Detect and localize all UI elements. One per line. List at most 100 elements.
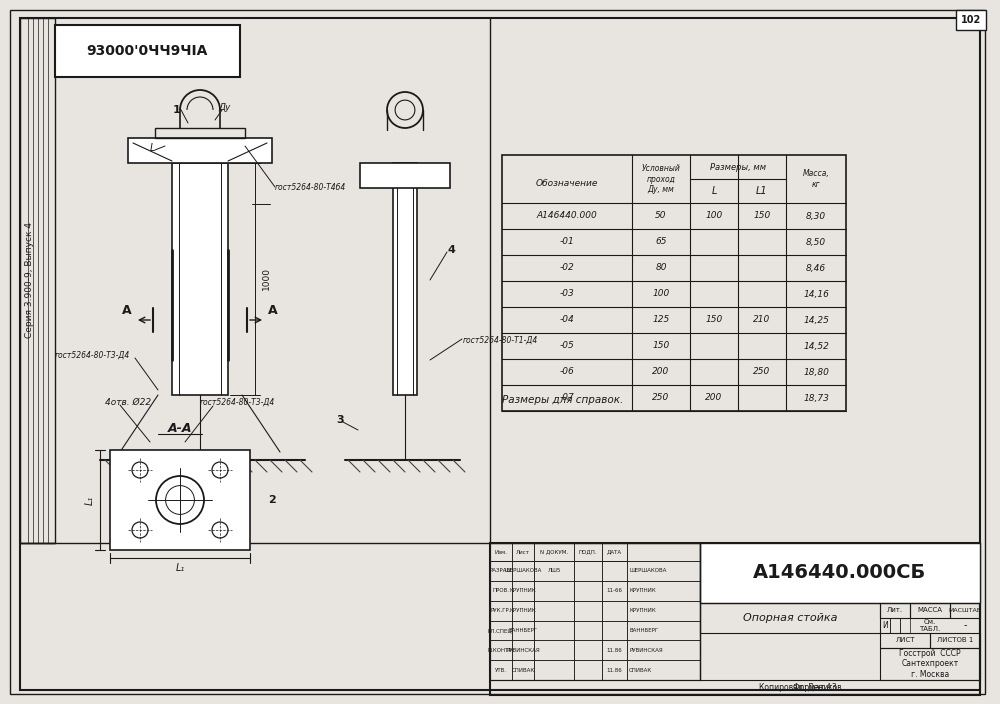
- Text: 8,46: 8,46: [806, 263, 826, 272]
- Text: гост5264-80-Т1-Д4: гост5264-80-Т1-Д4: [463, 336, 538, 344]
- Bar: [20, 18, 55, 543]
- Text: Условный
проход
Ду, мм: Условный проход Ду, мм: [642, 164, 680, 194]
- Text: -07: -07: [560, 394, 574, 403]
- Text: гост5264-80-Т4б4: гост5264-80-Т4б4: [275, 184, 346, 192]
- Bar: [502, 155, 846, 411]
- Text: 18,73: 18,73: [803, 394, 829, 403]
- Bar: [490, 660, 512, 680]
- Text: Лист: Лист: [516, 550, 530, 555]
- Text: Изм.: Изм.: [495, 550, 507, 555]
- Bar: [512, 601, 534, 620]
- Text: 100: 100: [652, 289, 670, 298]
- Bar: [490, 601, 512, 620]
- Text: СПИВАК: СПИВАК: [511, 667, 535, 672]
- Bar: [602, 641, 627, 660]
- Text: 65: 65: [655, 237, 667, 246]
- Text: КРУПНИК: КРУПНИК: [629, 608, 656, 613]
- Bar: [490, 561, 512, 581]
- Bar: [627, 561, 700, 581]
- Text: гост5264-80-Т3-Д4: гост5264-80-Т3-Д4: [200, 398, 275, 406]
- Text: А: А: [268, 303, 278, 317]
- Text: ГЛ.СПЕЦ.: ГЛ.СПЕЦ.: [488, 628, 514, 633]
- Text: 93000'0ЧЧ9ЧIА: 93000'0ЧЧ9ЧIА: [86, 44, 208, 58]
- Text: -01: -01: [560, 237, 574, 246]
- Text: 4отв. Ø22: 4отв. Ø22: [105, 398, 151, 406]
- Text: Копировал: Денисов: Копировал: Денисов: [759, 683, 841, 692]
- Text: А: А: [122, 303, 132, 317]
- Bar: [574, 660, 602, 680]
- Bar: [534, 543, 574, 561]
- Text: 4: 4: [448, 245, 456, 255]
- Bar: [512, 660, 534, 680]
- Text: ВАННБЕРГ: ВАННБЕРГ: [508, 628, 538, 633]
- Text: 150: 150: [652, 341, 670, 351]
- Text: ВАННБЕРГ: ВАННБЕРГ: [629, 628, 658, 633]
- Bar: [490, 543, 980, 695]
- Text: Формат А3: Формат А3: [793, 683, 837, 692]
- Bar: [602, 561, 627, 581]
- Text: 200: 200: [652, 367, 670, 377]
- Bar: [534, 660, 574, 680]
- Text: 14,25: 14,25: [803, 315, 829, 325]
- Text: 18,80: 18,80: [803, 367, 829, 377]
- Text: СПИВАК: СПИВАК: [629, 667, 652, 672]
- Text: 2: 2: [268, 495, 276, 505]
- Text: -: -: [963, 620, 967, 631]
- Text: Госстрой  СССР
Сантехпроект
г. Москва: Госстрой СССР Сантехпроект г. Москва: [899, 649, 961, 679]
- Text: Ду: Ду: [219, 103, 231, 113]
- Bar: [900, 618, 910, 633]
- Text: УТВ.: УТВ.: [495, 667, 507, 672]
- Bar: [880, 618, 890, 633]
- Bar: [700, 543, 980, 603]
- Text: 150: 150: [705, 315, 723, 325]
- Bar: [574, 620, 602, 641]
- Text: -06: -06: [560, 367, 574, 377]
- Bar: [534, 561, 574, 581]
- Bar: [490, 641, 512, 660]
- Bar: [930, 633, 980, 648]
- Text: ЛИСТОВ 1: ЛИСТОВ 1: [937, 638, 973, 643]
- Text: А-А: А-А: [168, 422, 192, 434]
- Text: ШЕРШАКОВА: ШЕРШАКОВА: [629, 568, 666, 574]
- Bar: [155, 128, 245, 138]
- Text: -04: -04: [560, 315, 574, 325]
- Bar: [55, 25, 240, 77]
- Text: А146440.000СБ: А146440.000СБ: [753, 563, 927, 582]
- Bar: [602, 660, 627, 680]
- Bar: [512, 543, 534, 561]
- Polygon shape: [110, 395, 290, 460]
- Text: -05: -05: [560, 341, 574, 351]
- Text: ШЕРШАКОВА: ШЕРШАКОВА: [504, 568, 542, 574]
- Text: И: И: [882, 621, 888, 630]
- Bar: [950, 603, 980, 618]
- Bar: [890, 618, 900, 633]
- Text: 11.86: 11.86: [607, 648, 622, 653]
- Bar: [574, 581, 602, 601]
- Text: Масса,
кг: Масса, кг: [803, 169, 829, 189]
- Text: 102: 102: [961, 15, 981, 25]
- Text: 1000: 1000: [262, 268, 271, 291]
- Bar: [128, 138, 272, 163]
- Text: См.
ТАБЛ.: См. ТАБЛ.: [919, 619, 941, 632]
- Bar: [490, 543, 700, 680]
- Bar: [512, 620, 534, 641]
- Bar: [627, 641, 700, 660]
- Bar: [360, 163, 450, 188]
- Bar: [534, 581, 574, 601]
- Text: L: L: [711, 186, 717, 196]
- Text: ЛШ5: ЛШ5: [547, 568, 561, 574]
- Text: 11.86: 11.86: [607, 667, 622, 672]
- Text: 80: 80: [655, 263, 667, 272]
- Text: ЛИСТ: ЛИСТ: [895, 638, 915, 643]
- Text: 11-66: 11-66: [606, 589, 622, 593]
- Bar: [627, 543, 700, 561]
- Text: МАССА: МАССА: [918, 608, 942, 613]
- Text: Лит.: Лит.: [887, 608, 903, 613]
- Bar: [574, 543, 602, 561]
- Text: КРУПНИК: КРУПНИК: [629, 589, 656, 593]
- Text: РУВИНСКАЯ: РУВИНСКАЯ: [506, 648, 540, 653]
- Bar: [574, 561, 602, 581]
- Text: Серия 3.900-9, Выпуск 4: Серия 3.900-9, Выпуск 4: [26, 222, 34, 338]
- Bar: [512, 581, 534, 601]
- Text: гост5264-80-Т3-Д4: гост5264-80-Т3-Д4: [55, 351, 130, 360]
